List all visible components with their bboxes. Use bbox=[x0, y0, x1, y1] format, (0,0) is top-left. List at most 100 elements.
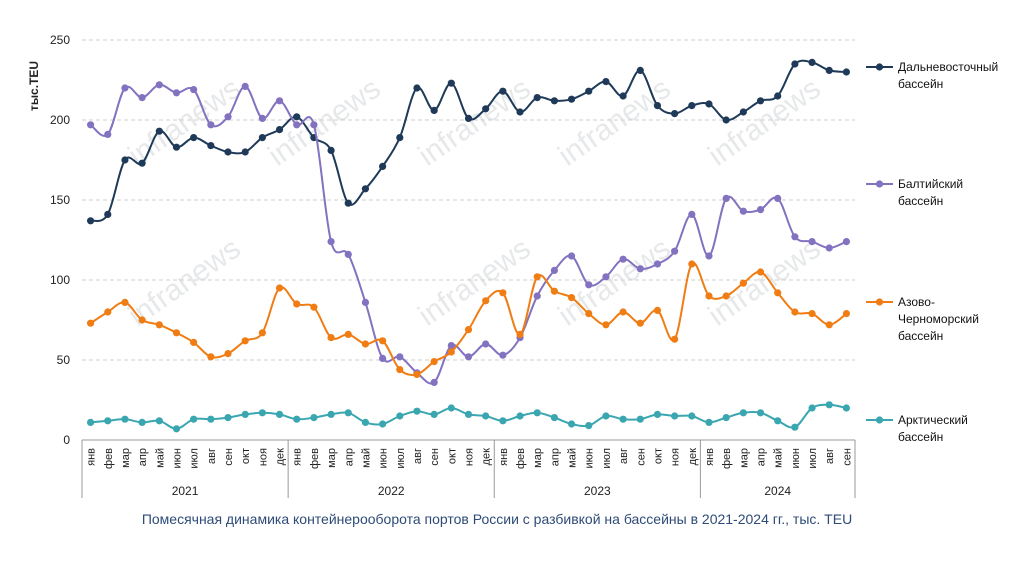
data-point bbox=[842, 310, 851, 318]
x-tick-label: янв bbox=[704, 448, 716, 466]
legend-label: бассейн bbox=[898, 430, 943, 444]
x-tick-label: мар bbox=[738, 448, 750, 468]
y-tick-label: 250 bbox=[50, 33, 70, 47]
x-tick-label: июн bbox=[584, 448, 596, 468]
data-point bbox=[258, 134, 266, 142]
data-point bbox=[258, 329, 266, 337]
x-tick-label: янв bbox=[86, 448, 98, 466]
data-point bbox=[121, 415, 129, 423]
data-point bbox=[567, 420, 576, 428]
x-tick-label: май bbox=[360, 448, 372, 468]
data-point bbox=[447, 348, 455, 356]
data-point bbox=[275, 410, 284, 418]
x-tick-label: сен bbox=[841, 448, 853, 466]
data-point bbox=[825, 244, 833, 252]
data-point bbox=[310, 414, 318, 422]
data-point bbox=[413, 84, 421, 92]
x-tick-label: ноя bbox=[670, 448, 682, 466]
data-point bbox=[275, 284, 284, 292]
data-point bbox=[756, 206, 765, 214]
watermark-text: infranews bbox=[552, 72, 676, 173]
data-point bbox=[361, 298, 370, 306]
x-tick-label: дек bbox=[687, 448, 699, 466]
series-1 bbox=[86, 58, 851, 225]
data-point bbox=[619, 415, 627, 423]
data-point bbox=[207, 353, 215, 361]
data-point bbox=[327, 334, 335, 342]
data-point bbox=[705, 292, 713, 300]
data-point bbox=[567, 95, 576, 103]
data-point bbox=[207, 121, 215, 129]
data-point bbox=[138, 159, 146, 167]
data-point bbox=[671, 335, 679, 343]
data-point bbox=[464, 114, 473, 122]
data-point bbox=[241, 148, 249, 156]
data-point bbox=[585, 422, 593, 430]
data-point bbox=[533, 409, 541, 417]
data-point bbox=[224, 350, 232, 358]
y-axis-ticks: 0 50 100 150 200 250 bbox=[50, 33, 70, 447]
data-point bbox=[172, 329, 181, 337]
x-tick-label: авг bbox=[824, 448, 836, 464]
data-point bbox=[327, 410, 335, 418]
data-point bbox=[327, 238, 335, 246]
x-tick-label: окт bbox=[240, 448, 252, 464]
y-tick-label: 50 bbox=[57, 353, 71, 367]
x-tick-label: сен bbox=[223, 448, 235, 466]
series-3 bbox=[86, 260, 851, 378]
data-point bbox=[224, 148, 232, 156]
data-point bbox=[567, 294, 576, 302]
data-point bbox=[825, 321, 833, 329]
data-point bbox=[774, 289, 782, 297]
series-2 bbox=[86, 81, 851, 386]
data-point bbox=[808, 310, 816, 318]
data-point bbox=[430, 358, 438, 366]
data-point bbox=[653, 410, 662, 418]
data-point bbox=[688, 260, 696, 268]
data-point bbox=[482, 105, 490, 113]
data-point bbox=[361, 418, 370, 426]
data-point bbox=[104, 210, 112, 218]
data-point bbox=[464, 410, 473, 418]
y-tick-label: 100 bbox=[50, 273, 70, 287]
data-point bbox=[739, 409, 747, 417]
data-point bbox=[275, 126, 284, 134]
data-point bbox=[138, 94, 146, 102]
data-point bbox=[653, 102, 662, 110]
data-point bbox=[705, 100, 713, 108]
x-tick-label: янв bbox=[292, 448, 304, 466]
data-point bbox=[379, 162, 387, 170]
watermark-text: infranews bbox=[262, 72, 386, 173]
data-point bbox=[430, 410, 438, 418]
x-tick-label: мар bbox=[532, 448, 544, 468]
x-tick-label: авг bbox=[206, 448, 218, 464]
data-point bbox=[379, 420, 387, 428]
data-point bbox=[155, 81, 163, 89]
data-point bbox=[430, 378, 438, 386]
legend-label: бассейн bbox=[898, 329, 943, 343]
x-tick-label: фев bbox=[721, 448, 733, 469]
legend-marker bbox=[875, 180, 884, 188]
data-point bbox=[516, 330, 524, 338]
data-point bbox=[447, 404, 455, 412]
x-tick-label: фев bbox=[309, 448, 321, 469]
chart-caption: Помесячная динамика контейнерооборота по… bbox=[142, 511, 852, 527]
year-label: 2024 bbox=[764, 484, 791, 498]
data-point bbox=[138, 316, 146, 324]
data-point bbox=[756, 409, 765, 417]
watermark-text: infranews bbox=[122, 72, 246, 173]
data-point bbox=[688, 102, 696, 110]
x-tick-label: янв bbox=[498, 448, 510, 466]
x-tick-label: окт bbox=[652, 448, 664, 464]
data-point bbox=[482, 297, 490, 305]
year-label: 2023 bbox=[584, 484, 611, 498]
series-4 bbox=[86, 401, 851, 433]
data-point bbox=[636, 415, 644, 423]
data-point bbox=[413, 407, 421, 415]
y-tick-label: 200 bbox=[50, 113, 70, 127]
legend-marker bbox=[875, 416, 884, 424]
data-point bbox=[585, 87, 593, 95]
data-point bbox=[224, 414, 232, 422]
data-point bbox=[774, 92, 782, 100]
